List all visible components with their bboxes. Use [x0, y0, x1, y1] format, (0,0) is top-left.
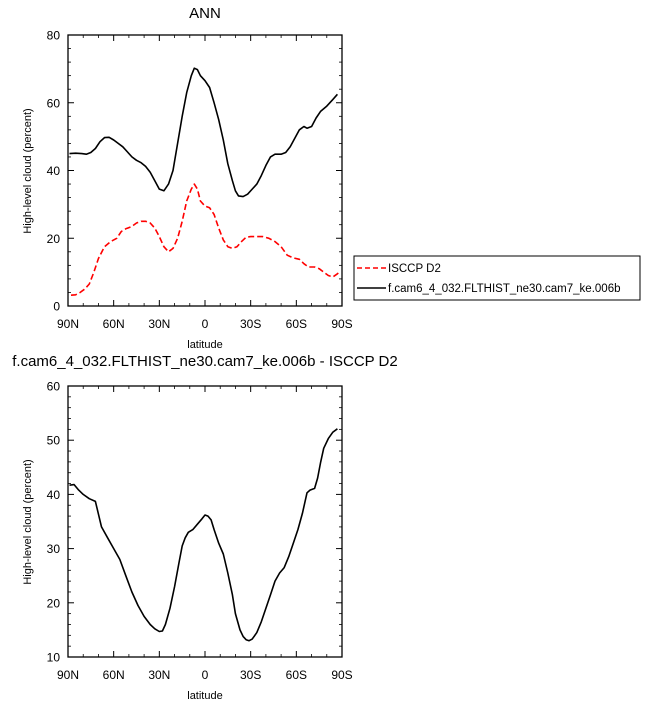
plot-frame: [67, 34, 343, 307]
x-tick-label: 0: [202, 317, 209, 331]
y-axis-label: High-level cloud (percent): [22, 108, 34, 233]
series-line-1: [69, 67, 338, 198]
data-lines: [69, 67, 342, 296]
y-axis-label: High-level cloud (percent): [22, 459, 34, 584]
y-tick-label: 50: [47, 434, 61, 448]
data-lines: [69, 428, 338, 642]
x-tick-label: 90N: [57, 668, 79, 682]
x-tick-label: 90S: [331, 317, 352, 331]
series-line-0: [70, 183, 342, 296]
legend: ISCCP D2 f.cam6_4_032.FLTHIST_ne30.cam7_…: [353, 255, 641, 301]
y-tick-label: 20: [47, 232, 61, 246]
y-tick-label: 0: [53, 300, 60, 314]
x-tick-label: 30S: [240, 317, 261, 331]
x-tick-label: 60N: [103, 668, 125, 682]
x-tick-label: 60N: [103, 317, 125, 331]
y-tick-label: 30: [47, 542, 61, 556]
chart-difference: f.cam6_4_032.FLTHIST_ne30.cam7_ke.006b -…: [12, 353, 397, 702]
x-tick-label: 90S: [331, 668, 352, 682]
legend-label-isccp: ISCCP D2: [388, 263, 441, 275]
y-tick-label: 80: [47, 29, 61, 43]
y-tick-label: 20: [47, 596, 61, 610]
y-tick-label: 10: [47, 651, 61, 665]
legend-label-model: f.cam6_4_032.FLTHIST_ne30.cam7_ke.006b: [388, 283, 620, 295]
y-tick-label: 40: [47, 164, 61, 178]
y-tick-label: 40: [47, 488, 61, 502]
chart-title: ANN: [189, 5, 221, 22]
x-tick-label: 60S: [286, 317, 307, 331]
plot-frame: [67, 385, 343, 658]
legend-box: [353, 255, 641, 301]
chart-ann: ANN High-level cloud (percent) latitude …: [22, 5, 353, 351]
x-tick-label: 90N: [57, 317, 79, 331]
y-tick-labels: 10 20 30 40 50 60: [47, 380, 61, 665]
x-tick-labels: 90N 60N 30N 0 30S 60S 90S: [57, 668, 353, 682]
x-tick-label: 30N: [148, 317, 170, 331]
x-tick-labels: 90N 60N 30N 0 30S 60S 90S: [57, 317, 353, 331]
x-tick-label: 0: [202, 668, 209, 682]
y-tick-labels: 0 20 40 60 80: [47, 29, 61, 314]
chart-title: f.cam6_4_032.FLTHIST_ne30.cam7_ke.006b -…: [12, 353, 397, 370]
x-axis-label: latitude: [187, 690, 222, 702]
series-line-0: [69, 428, 338, 642]
tick-marks: [67, 34, 343, 307]
x-tick-label: 30S: [240, 668, 261, 682]
y-tick-label: 60: [47, 380, 61, 394]
x-tick-label: 30N: [148, 668, 170, 682]
x-axis-label: latitude: [187, 339, 222, 351]
x-tick-label: 60S: [286, 668, 307, 682]
y-tick-label: 60: [47, 96, 61, 110]
